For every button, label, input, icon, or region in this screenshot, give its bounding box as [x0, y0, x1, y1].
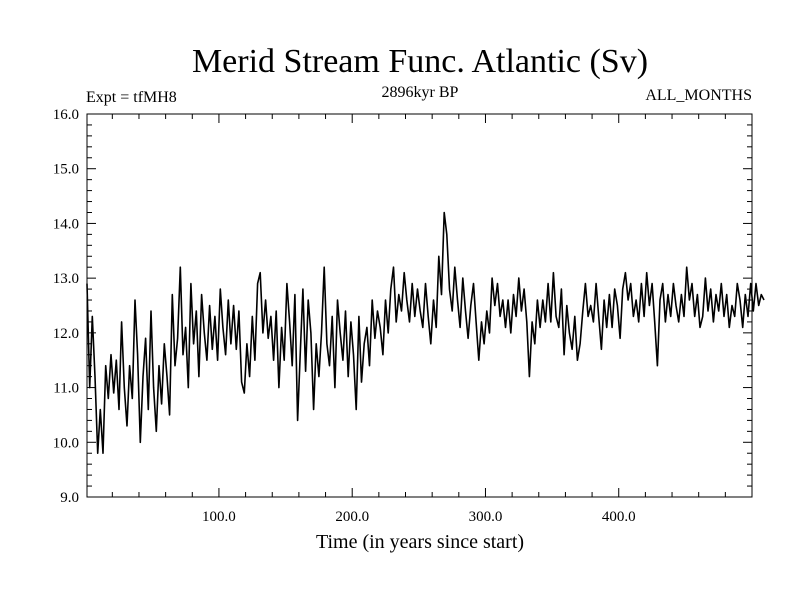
chart-title: Merid Stream Func. Atlantic (Sv) — [192, 43, 648, 80]
x-tick-label: 400.0 — [602, 509, 636, 525]
y-tick-label: 16.0 — [53, 107, 79, 123]
y-tick-label: 13.0 — [53, 271, 79, 287]
x-tick-label: 200.0 — [335, 509, 369, 525]
months-label: ALL_MONTHS — [645, 87, 752, 104]
period-label: 2896kyr BP — [382, 84, 459, 101]
y-tick-label: 9.0 — [60, 490, 79, 506]
series-group — [86, 211, 765, 455]
y-tick-label: 11.0 — [53, 381, 79, 397]
series-line — [86, 211, 765, 455]
experiment-label: Expt = tfMH8 — [86, 89, 177, 106]
y-tick-label: 14.0 — [53, 216, 79, 232]
x-axis-label: Time (in years since start) — [316, 531, 524, 553]
y-tick-label: 15.0 — [53, 162, 79, 178]
y-tick-label: 10.0 — [53, 435, 79, 451]
y-tick-label: 12.0 — [53, 326, 79, 342]
x-tick-label: 100.0 — [202, 509, 236, 525]
axis-ticks: 100.0 200.0 300.0 400.0 9.0 10.0 11.0 12.0 13.0 1… — [53, 107, 752, 525]
x-tick-label: 300.0 — [469, 509, 503, 525]
